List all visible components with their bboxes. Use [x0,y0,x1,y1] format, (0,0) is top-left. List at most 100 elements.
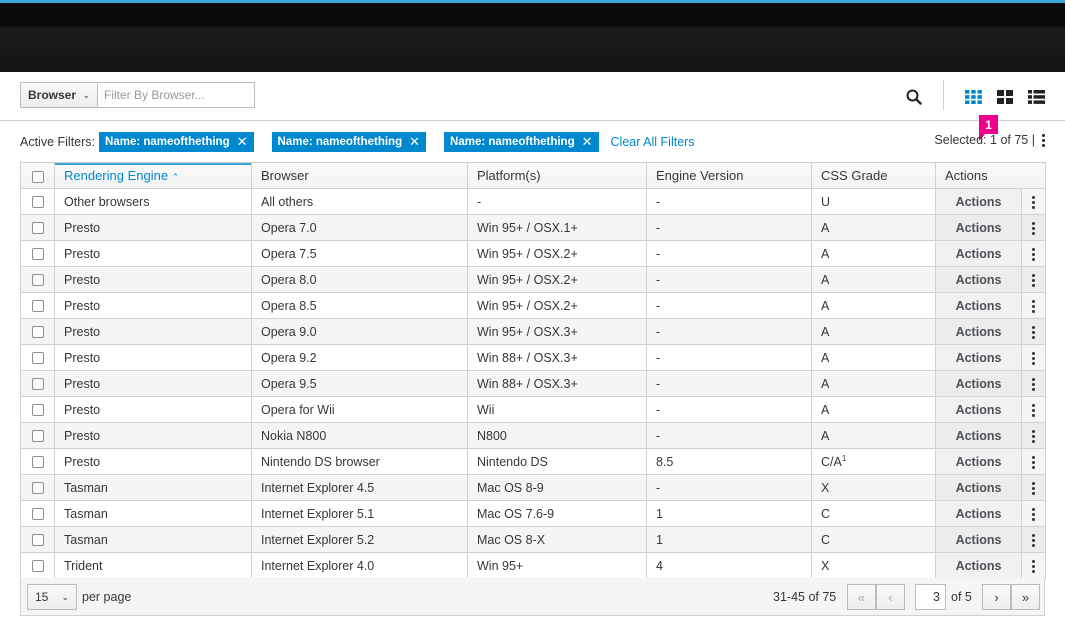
row-checkbox[interactable] [31,274,44,287]
kebab-icon[interactable] [1020,370,1047,397]
row-checkbox[interactable] [31,300,44,313]
row-actions-button[interactable]: Actions [935,500,1022,527]
row-actions-button[interactable]: Actions [935,396,1022,423]
cell-platforms: Win 95+ / OSX.1+ [467,214,647,241]
row-actions-button[interactable]: Actions [935,292,1022,319]
search-icon[interactable] [905,88,923,106]
select-all-checkbox[interactable] [31,170,44,183]
row-checkbox[interactable] [31,248,44,261]
kebab-icon[interactable] [1020,214,1047,241]
row-checkbox[interactable] [31,482,44,495]
cell-text: 8.5 [656,454,674,469]
row-actions-button[interactable]: Actions [935,526,1022,553]
row-actions-button[interactable]: Actions [935,344,1022,371]
column-header-css-grade[interactable]: CSS Grade [811,162,936,189]
cell-text: Wii [477,402,495,417]
next-page-button[interactable]: › [982,584,1011,610]
double-chevron-left-icon: « [857,589,866,605]
kebab-icon[interactable] [1020,188,1047,215]
kebab-icon[interactable] [1042,133,1045,147]
row-checkbox[interactable] [31,560,44,573]
cell-text: Opera 9.5 [261,376,317,391]
column-header-platforms[interactable]: Platform(s) [467,162,647,189]
cell-text: Tasman [64,532,108,547]
table-row: Trident Internet Explorer 4.0 Win 95+ 4 X Act… [20,552,1047,579]
filter-input[interactable] [97,82,255,108]
cell-css-grade: A [811,266,936,293]
kebab-icon[interactable] [1020,448,1047,475]
cell-rendering-engine: Presto [54,448,252,475]
cell-text: - [656,428,661,443]
row-checkbox[interactable] [31,508,44,521]
chevron-left-icon: ‹ [888,589,893,605]
kebab-icon[interactable] [1020,318,1047,345]
table-row: Presto Opera 9.5 Win 88+ / OSX.3+ - A Actions [20,370,1047,397]
row-checkbox[interactable] [31,378,44,391]
column-header-label: Platform(s) [477,168,541,183]
cell-rendering-engine: Presto [54,240,252,267]
row-checkbox[interactable] [31,352,44,365]
row-actions-button[interactable]: Actions [935,188,1022,215]
kebab-icon[interactable] [1020,422,1047,449]
row-select-cell [20,188,55,215]
row-checkbox[interactable] [31,222,44,235]
kebab-icon[interactable] [1020,526,1047,553]
row-actions-button[interactable]: Actions [935,422,1022,449]
table-row: Presto Opera 7.0 Win 95+ / OSX.1+ - A Actions [20,214,1047,241]
row-checkbox[interactable] [31,430,44,443]
kebab-icon[interactable] [1020,240,1047,267]
close-icon[interactable]: ✕ [581,134,593,149]
row-actions-button[interactable]: Actions [935,266,1022,293]
kebab-icon[interactable] [1020,266,1047,293]
kebab-icon[interactable] [1020,292,1047,319]
column-header-rendering-engine[interactable]: Rendering Engine ⌃ [54,162,252,189]
close-icon[interactable]: ✕ [409,134,421,149]
cell-engine-version: - [646,396,812,423]
cell-engine-version: - [646,292,812,319]
row-actions-button[interactable]: Actions [935,448,1022,475]
row-checkbox[interactable] [31,404,44,417]
cell-css-grade: A [811,370,936,397]
row-actions-button[interactable]: Actions [935,318,1022,345]
column-header-engine-version[interactable]: Engine Version [646,162,812,189]
row-checkbox[interactable] [31,326,44,339]
row-actions-button[interactable]: Actions [935,474,1022,501]
kebab-icon[interactable] [1020,552,1047,579]
previous-page-button[interactable]: ‹ [876,584,905,610]
cell-platforms: N800 [467,422,647,449]
row-actions-button[interactable]: Actions [935,370,1022,397]
row-checkbox[interactable] [31,456,44,469]
clear-all-filters-link[interactable]: Clear All Filters [610,135,695,149]
table-row: Presto Nintendo DS browser Nintendo DS 8.5 C… [20,448,1047,475]
row-actions-button[interactable]: Actions [935,240,1022,267]
sort-ascending-icon: ⌃ [171,172,180,182]
kebab-icon[interactable] [1020,474,1047,501]
per-page-dropdown[interactable]: 15 ⌄ [27,584,77,610]
cell-css-grade: U [811,188,936,215]
column-header-label: Actions [945,168,988,183]
cell-text: X [821,480,830,495]
pagination-bar: 15 ⌄ per page 31-45 of 75 « ‹ of 5 › » [20,578,1045,616]
list-view-icon[interactable] [1027,88,1045,106]
first-page-button[interactable]: « [847,584,876,610]
cell-browser: Internet Explorer 4.0 [251,552,468,579]
column-header-browser[interactable]: Browser [251,162,468,189]
cell-text: Presto [64,428,101,443]
kebab-icon[interactable] [1020,500,1047,527]
row-checkbox[interactable] [31,534,44,547]
toolbar: Browser ⌄ [0,72,1065,121]
cell-text: - [656,246,661,261]
row-checkbox[interactable] [31,196,44,209]
close-icon[interactable]: ✕ [236,134,248,149]
filter-field-dropdown[interactable]: Browser ⌄ [20,82,97,108]
kebab-icon[interactable] [1020,396,1047,423]
row-actions-button[interactable]: Actions [935,552,1022,579]
last-page-button[interactable]: » [1011,584,1040,610]
tile-view-icon[interactable] [996,88,1014,106]
row-actions-button[interactable]: Actions [935,214,1022,241]
card-view-icon[interactable] [964,88,982,106]
page-number-input[interactable] [915,584,946,610]
cell-text: Presto [64,402,101,417]
kebab-icon[interactable] [1020,344,1047,371]
selected-count: 1 [990,133,997,147]
